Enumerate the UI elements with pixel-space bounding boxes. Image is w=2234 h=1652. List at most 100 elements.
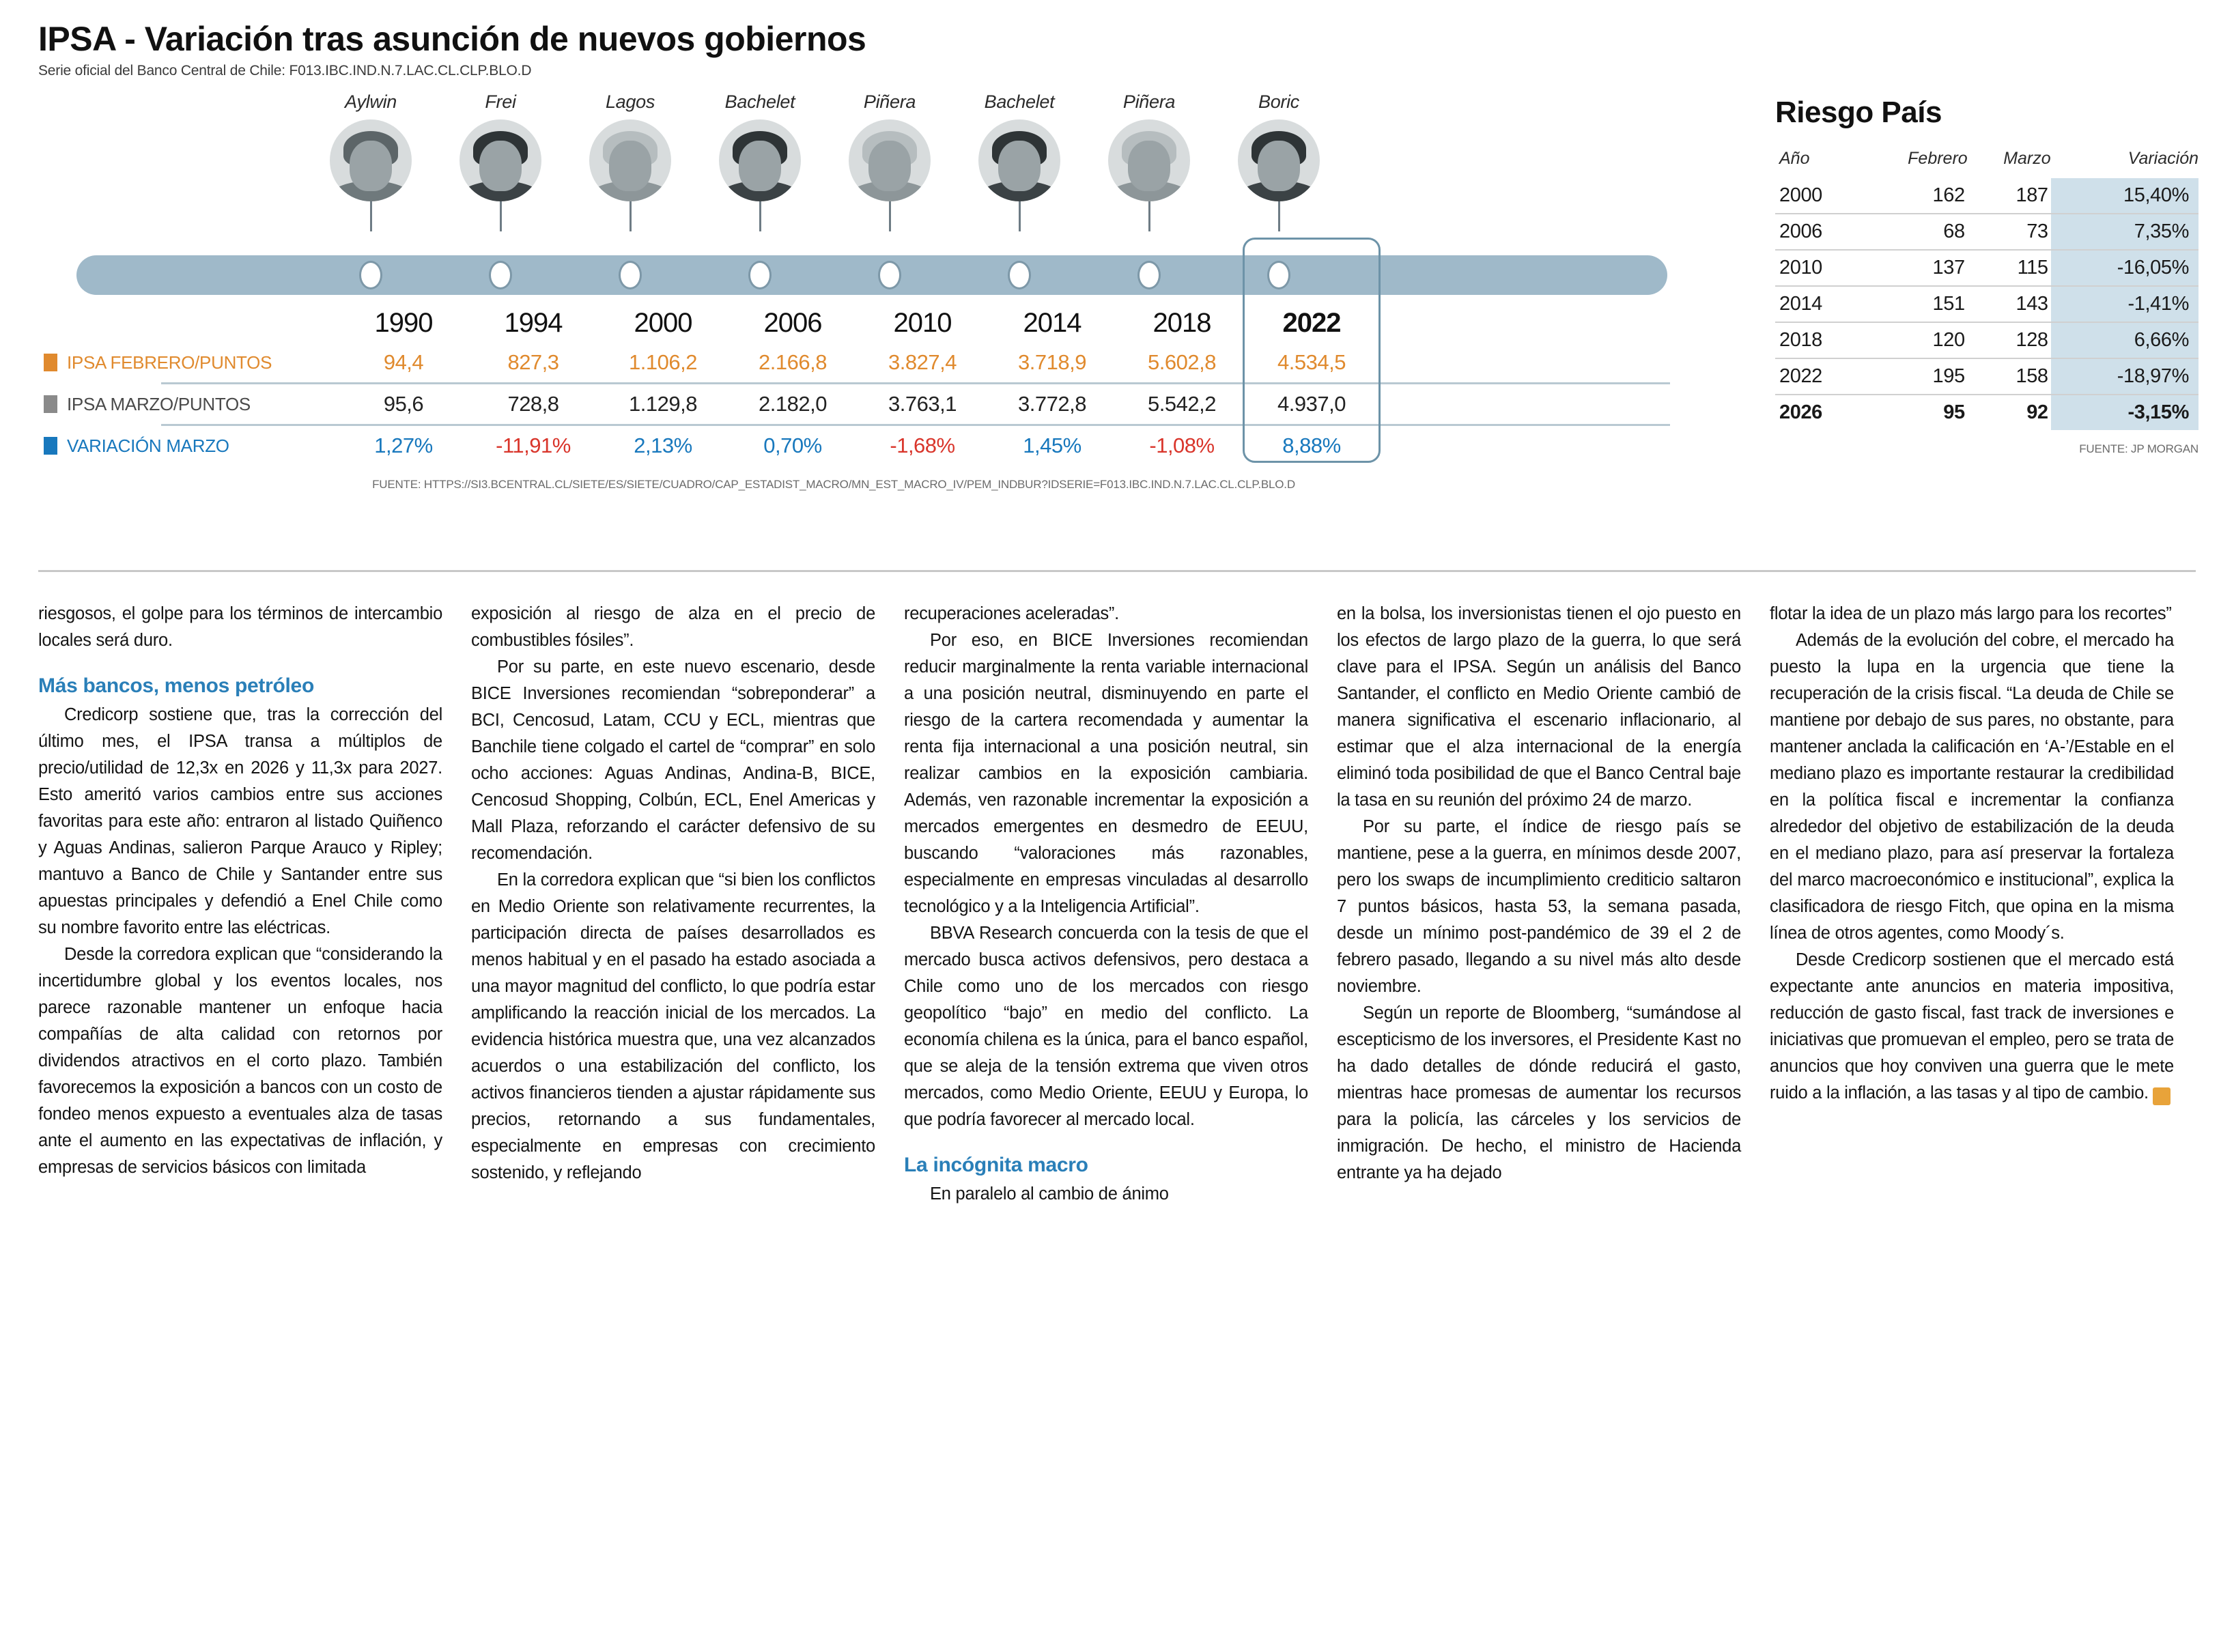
president-piera-6: Piñera — [1084, 91, 1214, 231]
riesgo-cell-variacion: -3,15% — [2050, 394, 2198, 430]
timeline-node-2014[interactable] — [1008, 261, 1031, 289]
paragraph: Desde Credicorp sostienen que el mercado… — [1770, 947, 2188, 1107]
cell-years-2018: 2018 — [1153, 307, 1212, 338]
riesgo-cell-ano: 2018 — [1775, 322, 1863, 358]
row-separator — [161, 424, 1670, 426]
portrait-bachelet — [719, 119, 801, 201]
paragraph: flotar la idea de un plazo más largo par… — [1770, 604, 2172, 623]
president-aylwin-0: Aylwin — [306, 91, 436, 231]
row-label-marzo-text: IPSA MARZO/PUNTOS — [67, 393, 251, 414]
president-lagos-2: Lagos — [565, 91, 695, 231]
paragraph: Por su parte, el índice de riesgo país s… — [1337, 817, 1741, 996]
cell-mar-2018: 5.542,2 — [1148, 392, 1216, 416]
timeline-node-2010[interactable] — [878, 261, 901, 289]
cell-mar-1994: 728,8 — [507, 392, 559, 416]
president-piera-4: Piñera — [825, 91, 955, 231]
cell-feb-1994: 827,3 — [507, 350, 559, 374]
riesgo-cell-marzo: 143 — [1967, 285, 2051, 322]
timeline-stem — [629, 201, 632, 231]
cell-years-2006: 2006 — [763, 307, 823, 338]
riesgo-cell-ano: 2014 — [1775, 285, 1863, 322]
table-row-variacion: VARIACIÓN MARZO 1,27% -11,91% 2,13% 0,70% -1… — [38, 426, 2196, 466]
riesgo-cell-ano: 2000 — [1779, 184, 1822, 206]
cell-var-2018: -1,08% — [1149, 433, 1215, 457]
riesgo-pais-header-row: Año Febrero Marzo Variación — [1775, 149, 2198, 178]
riesgo-col-marzo: Marzo — [2003, 149, 2051, 168]
president-name-label: Piñera — [863, 91, 916, 112]
paragraph: Credicorp sostiene que, tras la correcci… — [38, 705, 442, 937]
riesgo-cell-marzo: 92 — [1967, 394, 2051, 430]
riesgo-col-febrero: Febrero — [1908, 149, 1968, 168]
timeline-stem — [888, 201, 891, 231]
timeline-node-1990[interactable] — [359, 261, 382, 289]
riesgo-cell-variacion: 15,40% — [2050, 178, 2198, 214]
cell-mar-2006: 2.182,0 — [759, 392, 827, 416]
paragraph: recuperaciones aceleradas”. — [904, 604, 1120, 623]
president-frei-1: Frei — [436, 91, 565, 231]
president-boric-7: Boric — [1214, 91, 1344, 231]
riesgo-cell-ano: 2006 — [1775, 213, 1863, 250]
end-of-article-mark: S — [2152, 1087, 2188, 1105]
timeline-node-2000[interactable] — [619, 261, 642, 289]
riesgo-cell-ano: 2022 — [1775, 358, 1863, 395]
presidents-timeline: Aylwin Frei Lagos Bachelet Piñera Bachelet Piñ… — [38, 91, 2196, 296]
cell-mar-2014: 3.772,8 — [1018, 392, 1086, 416]
article-subheading-incognita-macro: La incógnita macro — [904, 1154, 1088, 1176]
table-row-years: 1990 1994 2000 2006 2010 2014 2018 2022 — [38, 303, 2196, 343]
riesgo-cell-variacion: -18,97% — [2050, 358, 2198, 395]
riesgo-col-ao: Año — [1779, 149, 1810, 168]
cell-feb-2000: 1.106,2 — [629, 350, 697, 374]
infographic-source-note: FUENTE: HTTPS://SI3.BCENTRAL.CL/SIETE/ES… — [372, 478, 1295, 491]
riesgo-pais-source-note: FUENTE: JP MORGAN — [2079, 442, 2198, 455]
row-separator — [161, 382, 1670, 384]
article-column-3: recuperaciones aceleradas”. Por eso, en … — [904, 601, 1308, 1632]
riesgo-cell-febrero: 68 — [1863, 213, 1968, 250]
paragraph: Por su parte, en este nuevo escenario, d… — [471, 657, 875, 863]
cell-years-2014: 2014 — [1023, 307, 1082, 338]
timeline-node-2006[interactable] — [748, 261, 772, 289]
president-name-label: Lagos — [605, 91, 655, 112]
timeline-stem — [759, 201, 761, 231]
paragraph-text: Desde Credicorp sostienen que el mercado… — [1770, 950, 2175, 1102]
riesgo-row: 2010 137 115 -16,05% — [1775, 249, 2198, 286]
riesgo-pais-panel: Riesgo País Año Febrero Marzo Variación 200… — [1775, 96, 2198, 456]
riesgo-col-variacin: Variación — [2127, 149, 2198, 168]
article-column-5: flotar la idea de un plazo más largo par… — [1770, 601, 2188, 1632]
legend-swatch-febrero — [44, 354, 57, 371]
cell-feb-2006: 2.166,8 — [759, 350, 827, 374]
riesgo-cell-febrero: 120 — [1863, 322, 1968, 358]
cell-mar-2022: 4.937,0 — [1277, 392, 1346, 416]
timeline-node-1994[interactable] — [489, 261, 512, 289]
paragraph: En paralelo al cambio de ánimo — [930, 1184, 1169, 1204]
timeline-stem — [369, 201, 372, 231]
riesgo-cell-ano: 2010 — [1775, 249, 1863, 286]
cell-var-2006: 0,70% — [763, 433, 822, 457]
cell-years-1990: 1990 — [374, 307, 434, 338]
cell-var-1990: 1,27% — [374, 433, 433, 457]
paragraph: BBVA Research concuerda con la tesis de … — [904, 924, 1308, 1129]
cell-feb-2018: 5.602,8 — [1148, 350, 1216, 374]
horizontal-divider — [38, 570, 2196, 572]
portrait-pinera — [1108, 119, 1190, 201]
timeline-stem — [1277, 201, 1280, 231]
timeline-bar — [76, 255, 1667, 295]
timeline-node-2018[interactable] — [1137, 261, 1161, 289]
paragraph: Desde la corredora explican que “conside… — [38, 945, 442, 1177]
article-column-2: exposición al riesgo de alza en el preci… — [471, 601, 875, 1632]
infographic-block: IPSA - Variación tras asunción de nuevos… — [0, 0, 2234, 492]
riesgo-cell-ano: 2026 — [1775, 394, 1863, 430]
riesgo-cell-marzo: 73 — [1967, 213, 2051, 250]
riesgo-cell-variacion: 7,35% — [2050, 213, 2198, 250]
president-name-label: Aylwin — [345, 91, 397, 112]
timeline-node-2022[interactable] — [1267, 261, 1290, 289]
portrait-aylwin — [330, 119, 412, 201]
paragraph: Además de la evolución del cobre, el mer… — [1770, 631, 2174, 943]
cell-mar-2010: 3.763,1 — [888, 392, 957, 416]
portrait-lagos — [589, 119, 671, 201]
riesgo-cell-marzo: 158 — [1967, 358, 2051, 395]
article-column-1: riesgosos, el golpe para los términos de… — [38, 601, 442, 1632]
cell-years-2022: 2022 — [1282, 307, 1342, 338]
riesgo-cell-febrero: 162 — [1932, 184, 1966, 206]
riesgo-row: 2018 120 128 6,66% — [1775, 322, 2198, 358]
